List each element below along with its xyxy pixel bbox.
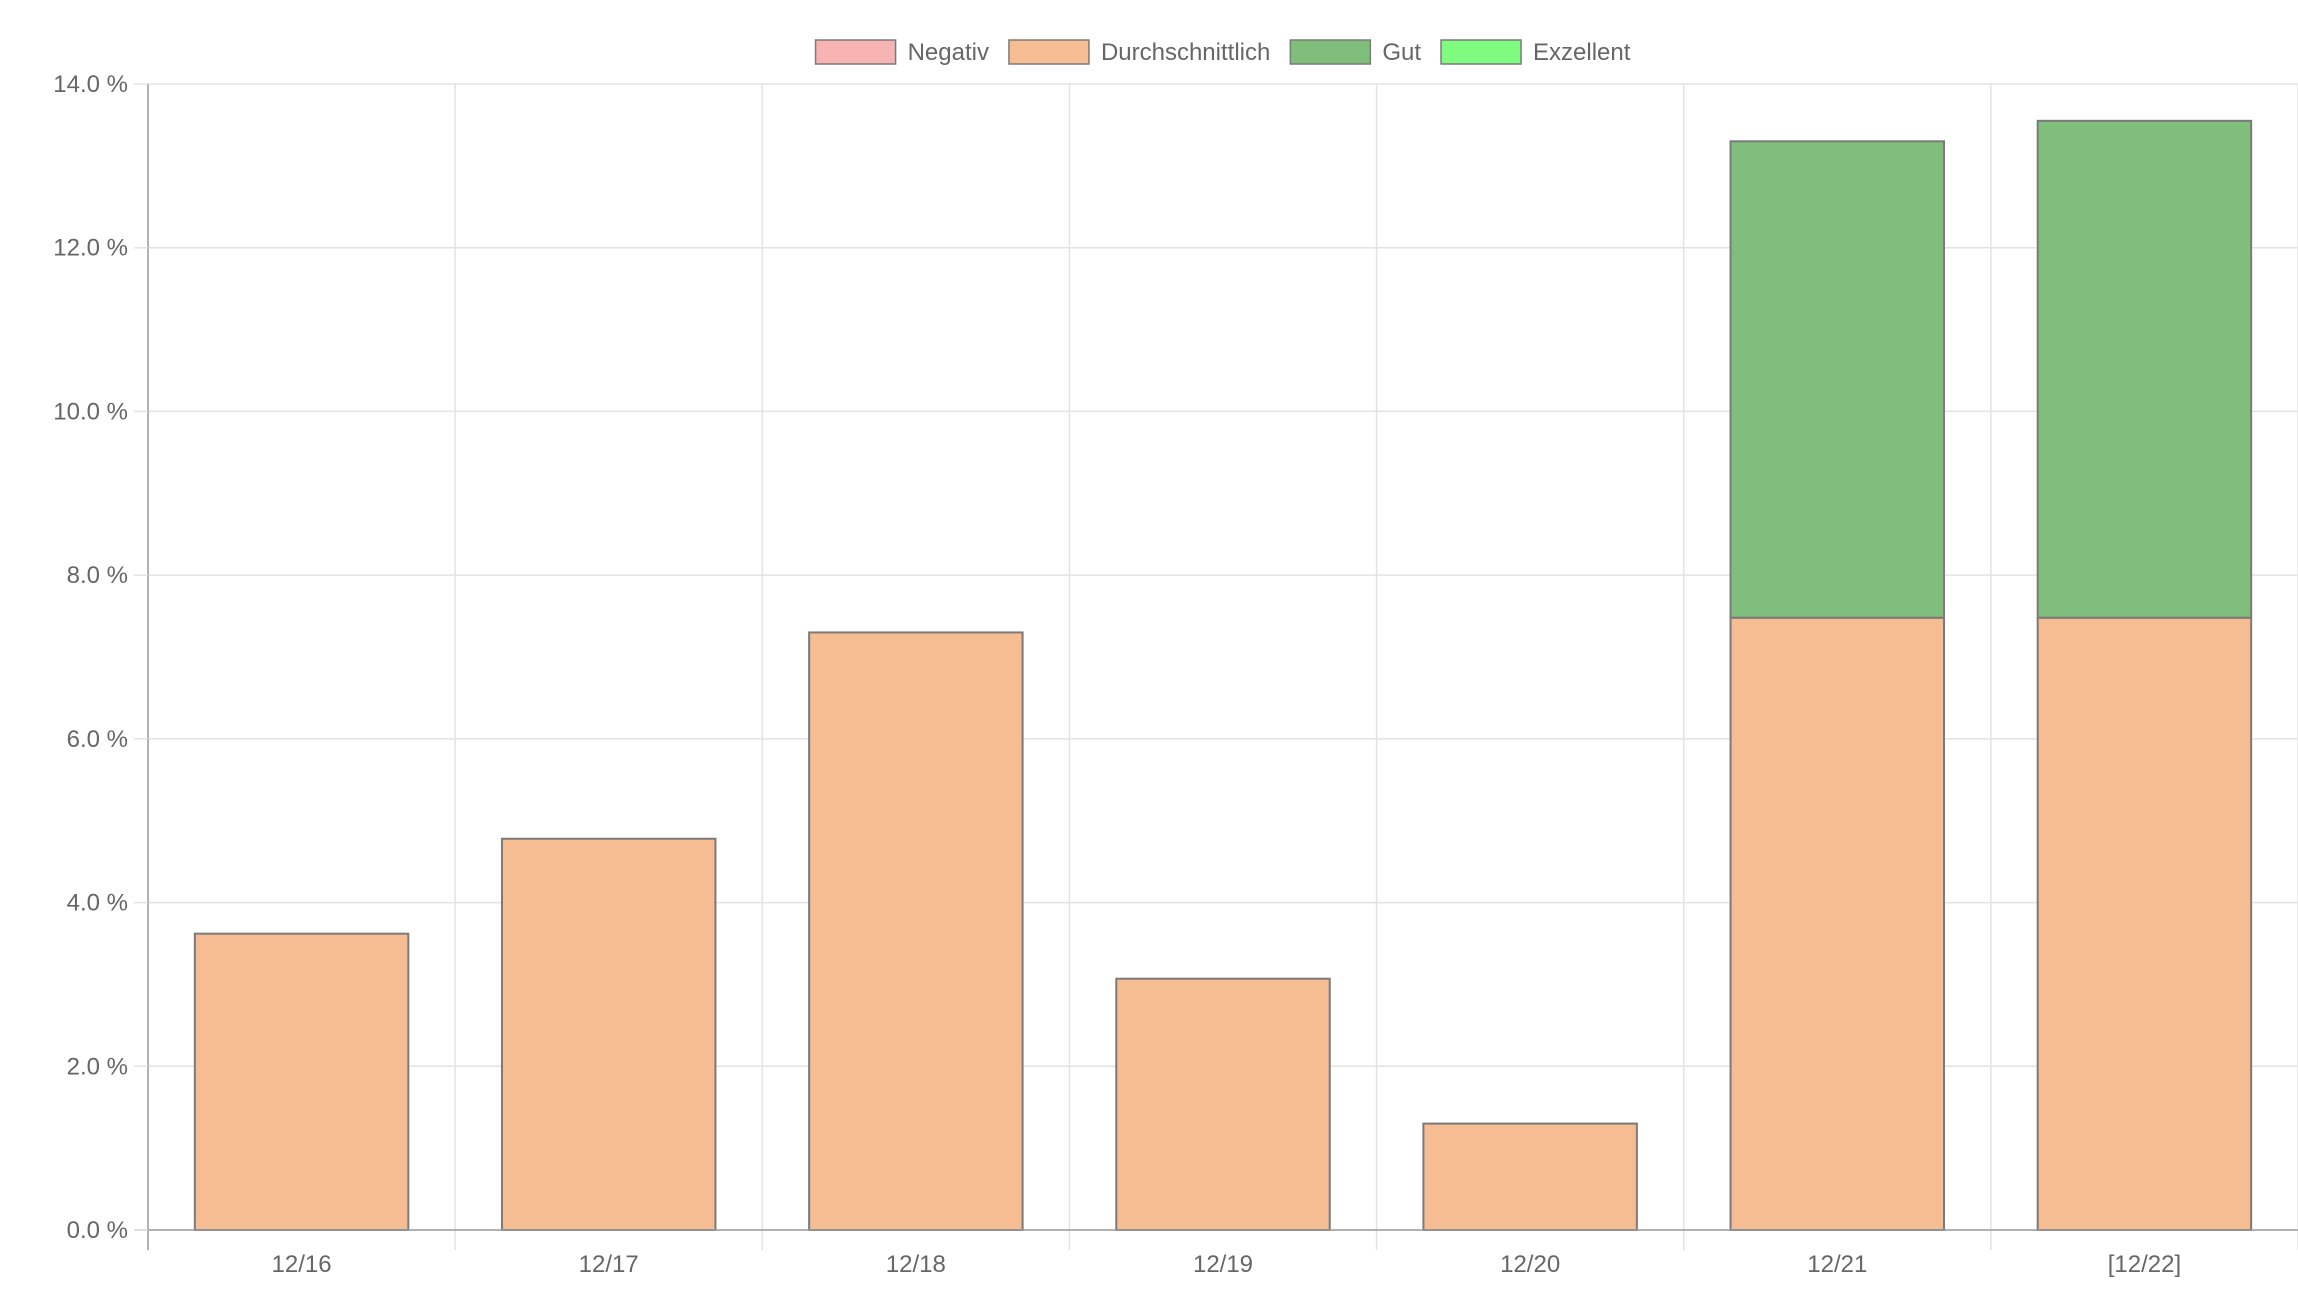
legend-item-durchschnittlich[interactable]: Durchschnittlich — [1008, 39, 1270, 66]
bar-durchschnittlich-5[interactable] — [1729, 616, 1946, 1231]
legend-swatch — [814, 39, 897, 65]
bar-durchschnittlich-1[interactable] — [500, 837, 717, 1231]
y-tick-label: 6.0 % — [67, 726, 128, 753]
bar-gut-5[interactable] — [1729, 140, 1946, 619]
x-tick-label: 12/21 — [1807, 1251, 1867, 1278]
legend-label: Durchschnittlich — [1101, 39, 1270, 66]
y-tick-label: 8.0 % — [67, 562, 128, 589]
legend-item-exzellent[interactable]: Exzellent — [1440, 39, 1631, 66]
axes — [134, 84, 2298, 1250]
x-tick-label: [12/22] — [2108, 1251, 2181, 1278]
bar-durchschnittlich-4[interactable] — [1422, 1122, 1638, 1231]
legend-label: Exzellent — [1533, 39, 1631, 66]
legend: Negativ Durchschnittlich Gut Exzellent — [814, 39, 1631, 66]
y-tick-label: 12.0 % — [53, 235, 128, 262]
y-tick-label: 14.0 % — [53, 71, 128, 98]
legend-swatch — [1008, 39, 1090, 65]
bar-gut-6[interactable] — [2036, 119, 2253, 619]
legend-label: Negativ — [908, 39, 989, 66]
bar-durchschnittlich-3[interactable] — [1115, 977, 1331, 1231]
legend-item-negativ[interactable]: Negativ — [814, 39, 989, 66]
y-tick-label: 10.0 % — [53, 398, 128, 425]
x-tick-label: 12/16 — [272, 1251, 332, 1278]
y-tick-label: 0.0 % — [67, 1217, 128, 1244]
x-tick-label: 12/19 — [1193, 1251, 1253, 1278]
legend-swatch — [1289, 39, 1372, 65]
legend-swatch — [1440, 39, 1522, 65]
x-tick-label: 12/20 — [1500, 1251, 1560, 1278]
y-tick-label: 4.0 % — [67, 890, 128, 917]
x-tick-label: 12/17 — [579, 1251, 639, 1278]
legend-item-gut[interactable]: Gut — [1289, 39, 1421, 66]
x-axis-ticks: 12/16 12/17 12/18 12/19 12/20 12/21 [12/22] — [272, 1251, 2182, 1278]
x-tick-label: 12/18 — [886, 1251, 946, 1278]
bars — [193, 119, 2253, 1231]
y-tick-label: 2.0 % — [67, 1053, 128, 1080]
legend-label: Gut — [1382, 39, 1421, 66]
y-axis-ticks: 0.0 % 2.0 % 4.0 % 6.0 % 8.0 % 10.0 % 12.0 % 14.… — [53, 71, 148, 1244]
bar-durchschnittlich-6[interactable] — [2036, 616, 2253, 1231]
bar-durchschnittlich-2[interactable] — [808, 631, 1024, 1231]
bar-durchschnittlich-0[interactable] — [193, 932, 410, 1231]
